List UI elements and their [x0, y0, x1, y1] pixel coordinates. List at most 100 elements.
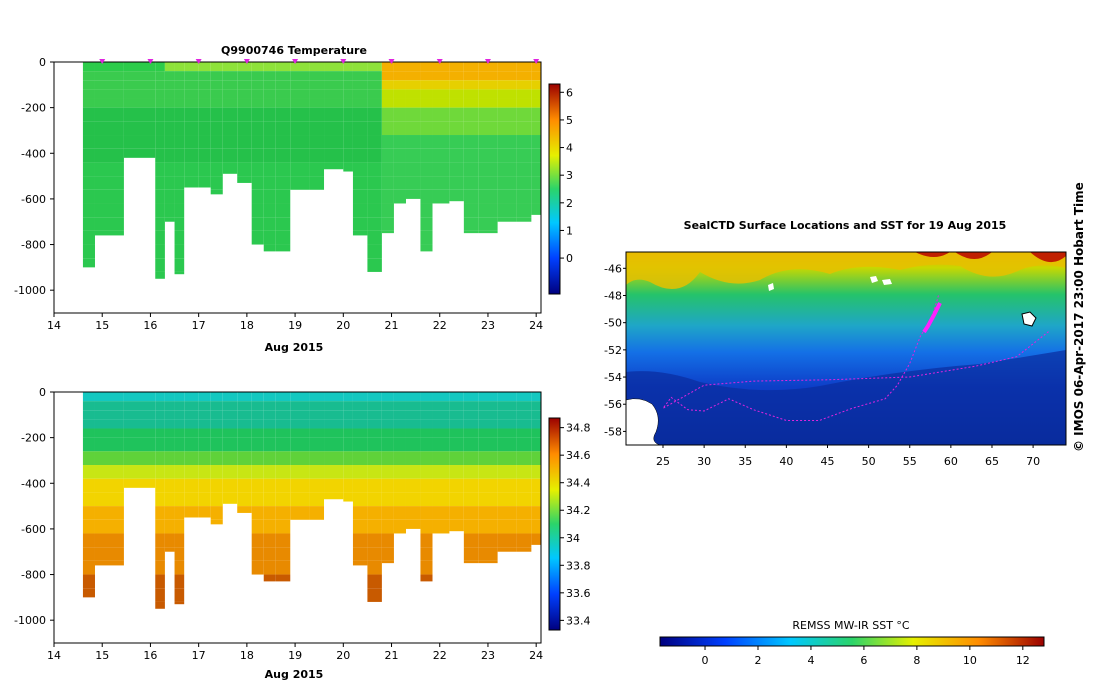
section-cell [198, 121, 211, 136]
section-cell [367, 135, 382, 149]
section-cell [263, 89, 276, 99]
section-cell [478, 217, 498, 231]
section-cell [497, 451, 517, 466]
x-tick-label: 22 [433, 319, 447, 332]
section-cell [210, 451, 223, 466]
section-cell [309, 176, 325, 190]
imos-side-label: © IMOS 06-Apr-2017 23:00 Hobart Time [1072, 182, 1086, 452]
section-cell [367, 230, 382, 245]
section-cell [174, 410, 185, 420]
section-cell [449, 89, 464, 99]
section-cell [198, 98, 211, 108]
surface-marker [533, 59, 540, 64]
section-cell [123, 89, 156, 99]
section-cell [420, 176, 433, 190]
section-cell [497, 506, 517, 520]
section-cell [155, 135, 165, 149]
section-cell [82, 80, 95, 90]
section-cell [275, 533, 291, 548]
section-cell [463, 176, 479, 190]
section-cell [290, 62, 310, 72]
section-cell [82, 547, 95, 561]
section-cell [463, 89, 479, 99]
section-cell [309, 437, 325, 452]
section-cell [174, 588, 185, 602]
colorbar-tick-label: 34.6 [566, 449, 591, 462]
section-cell [309, 506, 325, 520]
ice-mask [870, 276, 892, 285]
section-cell [449, 392, 464, 402]
section-cell [343, 437, 353, 452]
section-cell [164, 107, 175, 122]
section-cell [82, 121, 95, 136]
temperature-colorbar-ticks: 0 1 2 3 4 5 6 [560, 86, 573, 265]
section-cell [393, 419, 406, 429]
section-cell [449, 176, 464, 190]
section-cell [237, 506, 252, 513]
section-cell [263, 478, 276, 493]
section-cell [210, 437, 223, 452]
section-cell [531, 428, 541, 438]
section-cell [174, 478, 185, 493]
section-cell [275, 62, 291, 72]
section-cell [381, 410, 394, 420]
section-cell [164, 98, 175, 108]
section-cell [275, 217, 291, 231]
section-cell [123, 107, 156, 122]
section-cell [324, 428, 344, 438]
sst-colorbar-tick-label: 2 [754, 654, 761, 667]
sst-colorbar [659, 636, 1045, 647]
section-cell [381, 560, 394, 564]
section-cell [155, 451, 165, 466]
section-cell [184, 107, 199, 122]
colorbar-tick-label: 33.8 [566, 559, 591, 572]
section-cell [251, 230, 264, 245]
section-cell [275, 401, 291, 411]
section-cell [497, 162, 517, 177]
section-cell [463, 98, 479, 108]
section-cell [352, 107, 368, 122]
section-cell [531, 80, 541, 90]
section-cell [237, 80, 252, 90]
map-y-tick-label: -50 [604, 317, 622, 330]
section-cell [449, 419, 464, 429]
section-cell [497, 428, 517, 438]
section-cell [463, 203, 479, 218]
section-cell [352, 410, 368, 420]
section-cell [463, 162, 479, 177]
section-cell [478, 465, 498, 479]
section-cell [222, 162, 238, 174]
section-cell [155, 176, 165, 190]
section-cell [174, 148, 185, 163]
section-cell [251, 401, 264, 411]
section-cell [367, 519, 382, 534]
section-cell [275, 121, 291, 136]
section-cell [198, 465, 211, 479]
section-cell [222, 401, 238, 411]
section-cell [343, 62, 353, 72]
section-cell [531, 98, 541, 108]
section-cell [82, 98, 95, 108]
section-cell [531, 478, 541, 493]
section-cell [198, 107, 211, 122]
section-cell [155, 230, 165, 245]
section-cell [94, 492, 124, 507]
section-cell [164, 451, 175, 466]
section-cell [405, 451, 421, 466]
section-cell [263, 506, 276, 520]
section-cell [94, 465, 124, 479]
sst-map-panel: SealCTD Surface Locations and SST for 19… [604, 219, 1067, 667]
section-cell [174, 574, 185, 589]
section-cell [324, 98, 344, 108]
section-cell [275, 176, 291, 190]
section-cell [497, 547, 517, 552]
map-x-tick-label: 70 [1026, 455, 1040, 468]
section-cell [405, 519, 421, 529]
surface-marker [436, 59, 443, 64]
section-cell [449, 401, 464, 411]
section-cell [516, 506, 532, 520]
x-tick-label: 17 [192, 649, 206, 662]
section-cell [432, 62, 450, 72]
section-cell [164, 437, 175, 452]
section-cell [381, 71, 394, 81]
